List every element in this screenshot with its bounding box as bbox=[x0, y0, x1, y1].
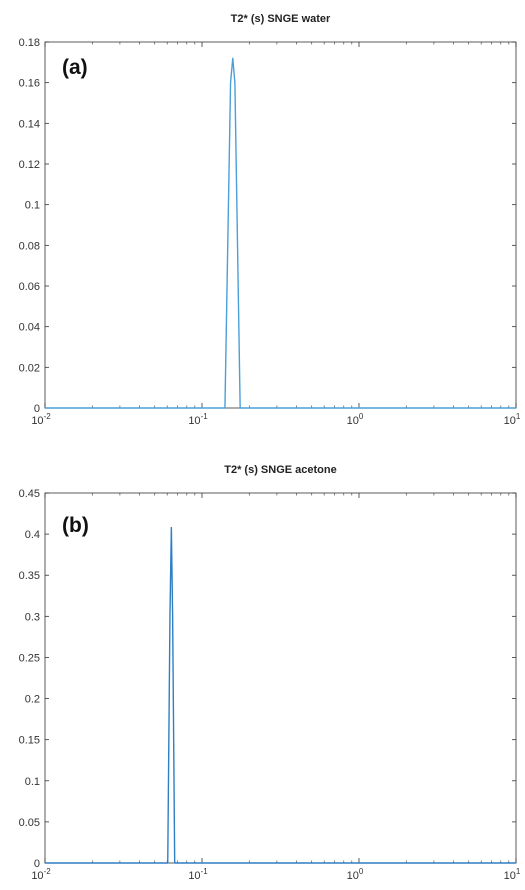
y-tick-label: 0.05 bbox=[19, 817, 40, 829]
x-tick-label: 101 bbox=[504, 412, 521, 427]
y-tick-label: 0.1 bbox=[25, 200, 40, 212]
plot-frame bbox=[44, 492, 517, 864]
x-tick-label: 10-1 bbox=[188, 412, 208, 427]
y-tick-label: 0 bbox=[34, 403, 40, 415]
chart-panel-b: T2* (s) SNGE acetone 0 0.05 0.1 0.15 0.2 0.25 0… bbox=[19, 464, 521, 882]
y-tick-label: 0.15 bbox=[19, 735, 40, 747]
x-tick-label: 10-1 bbox=[188, 867, 208, 882]
chart-panel-a: T2* (s) SNGE water 0 0.02 0.04 0.06 0.08 0.1 0.… bbox=[19, 13, 521, 427]
x-tick-label: 100 bbox=[347, 867, 364, 882]
y-tick-label: 0.35 bbox=[19, 570, 40, 582]
x-tick-label: 101 bbox=[504, 867, 521, 882]
y-tick-label: 0.08 bbox=[19, 240, 40, 252]
plot-frame bbox=[44, 41, 517, 409]
y-tick-label: 0.3 bbox=[25, 611, 40, 623]
y-tick-label: 0.12 bbox=[19, 159, 40, 171]
y-tick-label: 0.14 bbox=[19, 118, 40, 130]
chart-title: T2* (s) SNGE acetone bbox=[224, 464, 336, 476]
panel-label: (b) bbox=[62, 514, 89, 537]
y-tick-label: 0.4 bbox=[25, 529, 40, 541]
x-tick-label: 100 bbox=[347, 412, 364, 427]
x-tick-label: 10-2 bbox=[31, 867, 51, 882]
y-tick-label: 0 bbox=[34, 858, 40, 870]
y-tick-label: 0.18 bbox=[19, 37, 40, 49]
y-tick-label: 0.16 bbox=[19, 78, 40, 90]
x-tick-label: 10-2 bbox=[31, 412, 51, 427]
y-tick-label: 0.06 bbox=[19, 281, 40, 293]
y-tick-label: 0.25 bbox=[19, 652, 40, 664]
y-tick-label: 0.02 bbox=[19, 362, 40, 374]
y-tick-label: 0.04 bbox=[19, 322, 40, 334]
chart-title: T2* (s) SNGE water bbox=[231, 13, 331, 25]
panel-label: (a) bbox=[62, 56, 88, 79]
series-line bbox=[45, 57, 516, 409]
y-tick-label: 0.1 bbox=[25, 776, 40, 788]
series-line bbox=[45, 526, 516, 864]
y-tick-label: 0.45 bbox=[19, 488, 40, 500]
y-tick-label: 0.2 bbox=[25, 694, 40, 706]
